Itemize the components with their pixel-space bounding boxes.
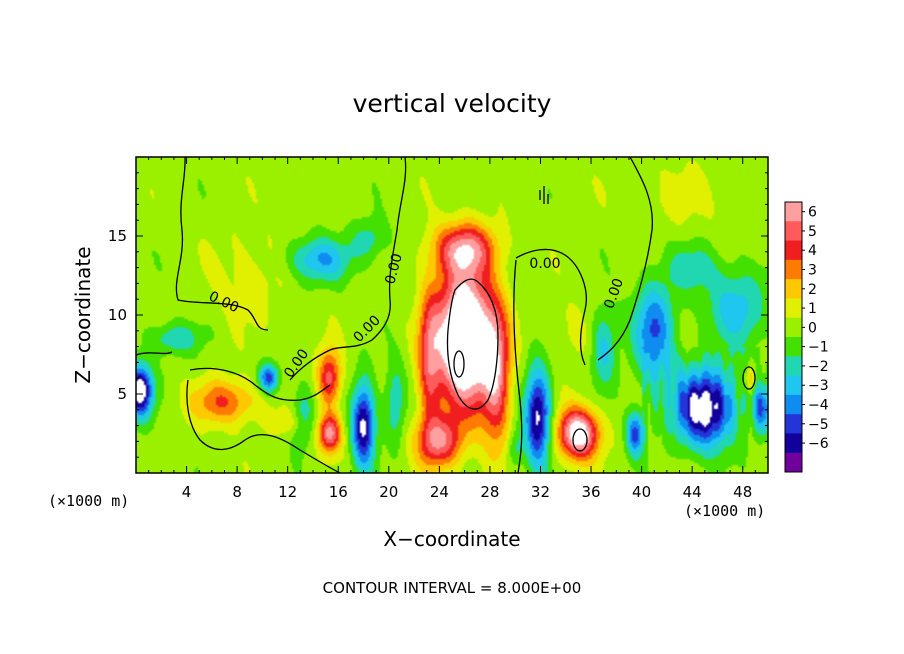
colorbar-label: −3 [808, 378, 829, 394]
x-tick-label: 16 [329, 483, 348, 501]
y-tick-label: 5 [117, 385, 127, 403]
colorbar-label: 3 [808, 263, 817, 279]
colorbar-label: −5 [808, 417, 829, 433]
zero-contour-line [186, 379, 341, 474]
x-tick-label: 12 [278, 483, 297, 501]
colorbar-segment [785, 433, 802, 454]
zero-contour-line [513, 259, 523, 474]
x-tick-label: 8 [232, 483, 242, 501]
colorbar-label: 6 [808, 205, 817, 221]
colorbar: 6 5 4 3 2 1 0 −1 −2 −3 −4 −5 −6 [784, 201, 829, 473]
y-axis-label: Z−coordinate [71, 246, 95, 383]
x-tick-label: 44 [683, 483, 702, 501]
x-unit-left: (×1000 m) [48, 492, 129, 510]
zero-contours [135, 156, 756, 474]
chart-title: vertical velocity [353, 89, 552, 118]
x-tick-label: 32 [531, 483, 550, 501]
x-tick-label: 28 [480, 483, 499, 501]
x-unit-right: (×1000 m) [684, 502, 765, 520]
colorbar-segment [785, 259, 802, 280]
colorbar-label: 2 [808, 282, 817, 298]
colorbar-label: −1 [808, 340, 829, 356]
x-tick-label: 20 [379, 483, 398, 501]
colorbar-segment [785, 337, 802, 357]
heatmap-field [136, 157, 768, 473]
colorbar-segment [785, 202, 802, 222]
contour-label: 0.00 [382, 252, 406, 286]
zero-contour-line [539, 186, 549, 204]
x-tick-label: 4 [182, 483, 192, 501]
zero-contour-line [515, 248, 587, 366]
colorbar-frame [784, 201, 803, 473]
zero-contour-line [446, 278, 499, 410]
colorbar-label: −2 [808, 359, 829, 375]
plot-area: 0.000.000.00 0.000.000.00 4 8 12 16 20 24 28 32 3… [108, 156, 769, 501]
colorbar-segment [785, 317, 802, 338]
colorbar-segment [785, 279, 802, 299]
colorbar-label: −6 [808, 436, 829, 452]
x-tick-label: 36 [581, 483, 600, 501]
zero-contour-line [175, 156, 269, 331]
x-tick-label: 40 [632, 483, 651, 501]
colorbar-segment [785, 221, 802, 242]
zero-contour-line [597, 156, 654, 361]
colorbar-segment [785, 240, 802, 261]
colorbar-segment [785, 394, 802, 415]
colorbar-segment [785, 452, 802, 473]
zero-contour-line [135, 351, 173, 356]
y-ticks: 5 10 15 [108, 172, 768, 458]
y-tick-label: 15 [108, 227, 127, 245]
colorbar-segment [785, 375, 802, 396]
colorbar-segment [785, 356, 802, 377]
colorbar-label: 4 [808, 243, 817, 259]
colorbar-label: 0 [808, 320, 817, 336]
colorbar-segment [785, 414, 802, 434]
x-ticks: 4 8 12 16 20 24 28 32 36 40 44 48 [148, 157, 756, 501]
contour-ring [742, 366, 756, 390]
contour-ring [453, 350, 465, 378]
colorbar-segment [785, 298, 802, 319]
x-tick-label: 48 [733, 483, 752, 501]
contour-interval-note: CONTOUR INTERVAL = 8.000E+00 [323, 579, 582, 597]
colorbar-label: −4 [808, 398, 829, 414]
contour-label: 0.00 [529, 256, 560, 272]
colorbar-label: 1 [808, 301, 817, 317]
zero-contour-line [189, 367, 331, 401]
x-tick-label: 24 [430, 483, 449, 501]
contour-ring [572, 428, 588, 452]
zero-contour-line [289, 156, 407, 381]
colorbar-label: 5 [808, 224, 817, 240]
y-tick-label: 10 [108, 306, 127, 324]
x-axis-label: X−coordinate [383, 527, 520, 551]
